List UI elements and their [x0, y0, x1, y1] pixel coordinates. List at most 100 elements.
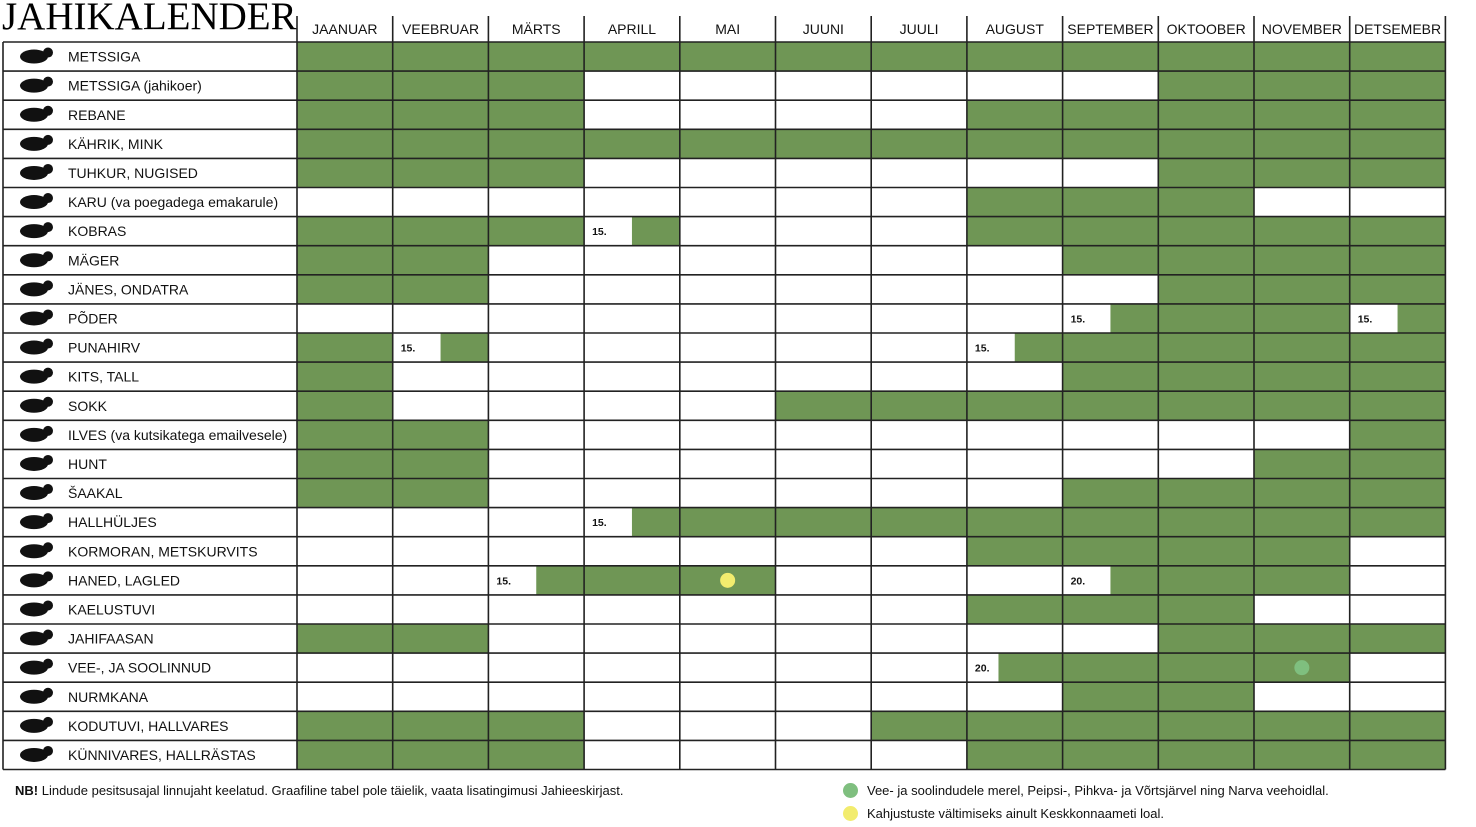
- boar-icon: [20, 47, 53, 64]
- open-season-cell: [679, 129, 776, 159]
- open-season-cell: [1062, 391, 1159, 421]
- open-season-cell: [392, 42, 489, 72]
- open-season-cell: [1349, 624, 1446, 654]
- open-season-cell: [966, 42, 1063, 72]
- goose-icon: [20, 571, 53, 588]
- open-season-cell: [297, 478, 393, 508]
- legend-text-yellow: Kahjustuste vältimiseks ainult Keskkonna…: [867, 806, 1164, 821]
- open-season-cell: [1062, 333, 1159, 363]
- open-season-cell: [392, 420, 489, 450]
- animal-label: ŠAAKAL: [68, 485, 123, 501]
- open-season-cell: [966, 740, 1063, 770]
- open-season-cell: [1062, 129, 1159, 159]
- open-season-cell: [1014, 333, 1063, 363]
- cormorant-icon: [20, 542, 53, 559]
- open-season-cell: [966, 594, 1063, 624]
- open-season-cell: [297, 158, 393, 188]
- open-season-cell: [1158, 565, 1254, 595]
- month-header: JUULI: [900, 21, 939, 37]
- page-title: JAHIKALENDER: [2, 0, 297, 38]
- month-header: MAI: [715, 21, 740, 37]
- open-season-cell: [1158, 507, 1254, 537]
- open-season-cell: [392, 100, 489, 130]
- open-season-cell: [1158, 711, 1254, 741]
- open-season-cell: [297, 624, 393, 654]
- open-season-cell: [1158, 158, 1254, 188]
- open-season-cell: [1254, 274, 1350, 304]
- open-season-cell: [775, 391, 872, 421]
- raccoon-dog-icon: [20, 134, 53, 151]
- open-season-cell: [631, 507, 680, 537]
- animal-label: HANED, LAGLED: [68, 572, 180, 588]
- green-dot-icon: [1294, 660, 1310, 676]
- open-season-cell: [1254, 100, 1350, 130]
- open-season-cell: [1349, 478, 1446, 508]
- hunting-calendar-table: JAANUAR VEEBRUAR MÄRTS APRILL MAI JUUNI JUULI A…: [2, 16, 1447, 771]
- open-season-cell: [1062, 711, 1159, 741]
- open-season-cell: [1158, 740, 1254, 770]
- animal-label: KÄHRIK, MINK: [68, 136, 164, 152]
- month-header: JAANUAR: [312, 21, 377, 37]
- animal-label: TUHKUR, NUGISED: [68, 165, 198, 181]
- legend-item-yellow: Kahjustuste vältimiseks ainult Keskkonna…: [843, 806, 1164, 821]
- date-note: 15.: [401, 343, 416, 355]
- legend-item-green: Vee- ja soolindudele merel, Peipsi-, Pih…: [843, 783, 1329, 798]
- badger-icon: [20, 251, 53, 268]
- open-season-cell: [584, 129, 680, 159]
- open-season-cell: [488, 740, 585, 770]
- open-season-cell: [1349, 216, 1446, 246]
- open-season-cell: [1349, 362, 1446, 392]
- open-season-cell: [1158, 594, 1254, 624]
- animal-label: KAELUSTUVI: [68, 601, 155, 617]
- animal-label: METSSIGA: [68, 49, 141, 65]
- open-season-cell: [488, 71, 585, 101]
- open-season-cell: [966, 216, 1063, 246]
- open-season-cell: [871, 507, 967, 537]
- open-season-cell: [966, 711, 1063, 741]
- open-season-cell: [1158, 333, 1254, 363]
- open-season-cell: [488, 216, 585, 246]
- animal-label: HALLHÜLJES: [68, 513, 157, 530]
- open-season-cell: [1349, 274, 1446, 304]
- seal-icon: [20, 513, 53, 530]
- open-season-cell: [1349, 333, 1446, 363]
- open-season-cell: [1254, 333, 1350, 363]
- open-season-cell: [584, 565, 680, 595]
- open-season-cell: [775, 42, 872, 72]
- month-header: SEPTEMBER: [1067, 21, 1153, 37]
- open-season-cell: [1158, 391, 1254, 421]
- open-season-cell: [1254, 245, 1350, 275]
- open-season-cell: [1254, 740, 1350, 770]
- yellow-dot-icon: [843, 806, 858, 821]
- open-season-cell: [966, 391, 1063, 421]
- open-season-cell: [1158, 129, 1254, 159]
- open-season-cell: [631, 216, 680, 246]
- open-season-cell: [1110, 303, 1159, 333]
- open-season-cell: [1158, 216, 1254, 246]
- animal-label: REBANE: [68, 107, 126, 123]
- open-season-cell: [1254, 158, 1350, 188]
- open-season-cell: [966, 507, 1063, 537]
- open-season-cell: [1158, 303, 1254, 333]
- date-note: 15.: [496, 575, 511, 587]
- open-season-cell: [297, 100, 393, 130]
- marten-icon: [20, 163, 53, 180]
- animal-label: KITS, TALL: [68, 369, 139, 385]
- open-season-cell: [392, 711, 489, 741]
- open-season-cell: [966, 536, 1063, 566]
- open-season-cell: [488, 42, 585, 72]
- open-season-cell: [297, 449, 393, 479]
- animal-label: PÕDER: [68, 310, 118, 326]
- open-season-cell: [1158, 682, 1254, 712]
- open-season-cell: [392, 129, 489, 159]
- open-season-cell: [775, 507, 872, 537]
- open-season-cell: [966, 187, 1063, 217]
- pheasant-icon: [20, 629, 53, 646]
- jackal-icon: [20, 484, 53, 501]
- open-season-cell: [297, 362, 393, 392]
- animal-label: JÄNES, ONDATRA: [68, 281, 189, 297]
- animal-label: ILVES (va kutsikatega emailvesele): [68, 427, 287, 443]
- open-season-cell: [1254, 711, 1350, 741]
- open-season-cell: [1349, 420, 1446, 450]
- boar-icon: [20, 76, 53, 93]
